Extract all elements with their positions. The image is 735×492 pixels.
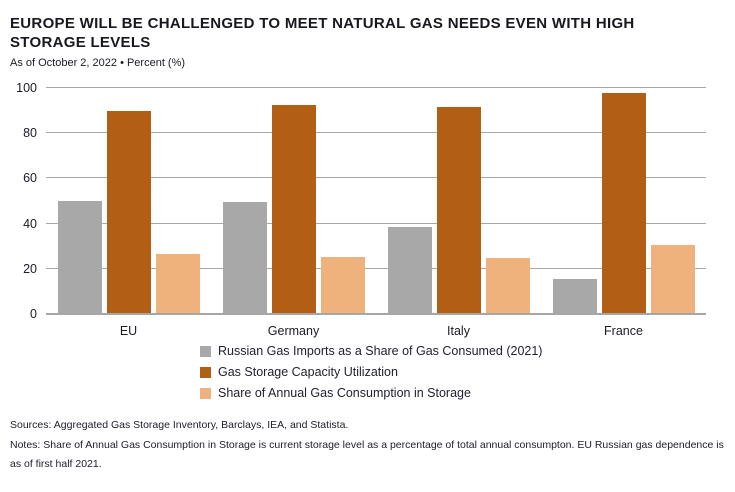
legend-label: Russian Gas Imports as a Share of Gas Co…	[218, 344, 543, 358]
x-axis-label-eu: EU	[119, 324, 138, 338]
bar-italy-share-of-annual-gas-consumptio	[485, 257, 530, 313]
legend-swatch-icon	[200, 366, 211, 378]
footer-sources: Sources: Aggregated Gas Storage Inventor…	[10, 419, 349, 431]
footer-notes: Notes: Share of Annual Gas Consumption i…	[10, 438, 724, 471]
y-tick-label-40: 40	[23, 216, 37, 231]
legend-swatch-icon	[200, 387, 211, 399]
bar-italy-russian-gas-imports-as-a-share	[387, 227, 432, 313]
legend-item-russian-gas-imports-as-a-share: Russian Gas Imports as a Share of Gas Co…	[200, 344, 725, 358]
x-axis-label-germany: Germany	[267, 324, 320, 338]
legend-swatch-icon	[200, 345, 211, 357]
gridline-100	[46, 87, 706, 88]
bar-group-germany	[211, 89, 376, 313]
legend-label: Share of Annual Gas Consumption in Stora…	[218, 386, 471, 400]
y-axis: 0 20 40 60 80 100	[10, 81, 46, 321]
gridline-20	[46, 267, 706, 269]
legend-item-gas-storage-capacity-utilizati: Gas Storage Capacity Utilization	[200, 365, 725, 379]
y-tick-label-80: 80	[23, 126, 37, 141]
bar-france-russian-gas-imports-as-a-share	[552, 279, 597, 313]
y-tick-label-60: 60	[23, 171, 37, 186]
bar-france-gas-storage-capacity-utilizati	[601, 92, 646, 313]
bar-eu-gas-storage-capacity-utilizati	[106, 110, 151, 313]
bar-chart: 0 20 40 60 80 100 EU Germany Italy France	[10, 81, 725, 338]
bar-eu-russian-gas-imports-as-a-share	[57, 201, 102, 313]
chart-subtitle: As of October 2, 2022 • Percent (%)	[10, 57, 186, 69]
chart-title: EUROPE WILL BE CHALLENGED TO MEET NATURA…	[10, 15, 635, 51]
gridline-80	[46, 132, 706, 134]
bar-group-italy	[376, 89, 541, 313]
legend-label: Gas Storage Capacity Utilization	[218, 365, 398, 379]
gridline-60	[46, 177, 706, 179]
y-tick-label-100: 100	[16, 81, 37, 95]
bar-france-share-of-annual-gas-consumptio	[650, 245, 695, 313]
footer: Sources: Aggregated Gas Storage Inventor…	[10, 416, 725, 475]
bar-group-eu	[46, 89, 211, 313]
bar-germany-gas-storage-capacity-utilizati	[271, 105, 316, 313]
bar-germany-russian-gas-imports-as-a-share	[222, 202, 267, 313]
y-tick-label-20: 20	[23, 261, 37, 276]
bar-group-france	[541, 89, 706, 313]
x-axis: EU Germany Italy France	[46, 315, 706, 338]
bar-eu-share-of-annual-gas-consumptio	[155, 254, 200, 313]
gridline-40	[46, 222, 706, 224]
plot-area	[46, 87, 706, 315]
bar-germany-share-of-annual-gas-consumptio	[320, 256, 365, 313]
legend: Russian Gas Imports as a Share of Gas Co…	[200, 344, 725, 400]
x-axis-label-france: France	[604, 324, 643, 338]
x-axis-label-italy: Italy	[447, 324, 470, 338]
legend-item-share-of-annual-gas-consumptio: Share of Annual Gas Consumption in Stora…	[200, 386, 725, 400]
y-tick-label-0: 0	[30, 307, 37, 321]
bar-italy-gas-storage-capacity-utilizati	[436, 107, 481, 313]
